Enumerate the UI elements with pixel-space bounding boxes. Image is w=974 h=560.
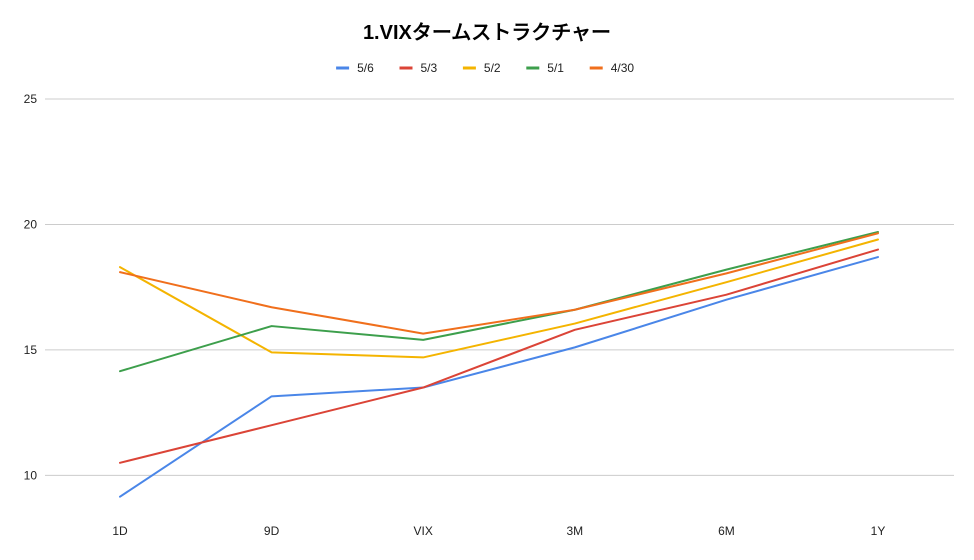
x-tick-label: 3M: [566, 524, 583, 538]
x-tick-label: 6M: [718, 524, 735, 538]
series-line-1: [119, 248, 879, 464]
series-line-0: [119, 256, 879, 498]
series-line-2: [119, 238, 879, 359]
x-axis: 1D 9D VIX 3M 6M 1Y: [112, 524, 885, 538]
legend-item[interactable]: 5/2: [462, 61, 501, 75]
legend-label: 5/6: [357, 61, 374, 75]
legend-label: 5/2: [484, 61, 501, 75]
x-tick-label: VIX: [414, 524, 433, 538]
y-tick-label: 25: [24, 92, 38, 106]
legend: 5/6 5/3 5/2 5/1 4/30: [336, 61, 634, 75]
legend-item[interactable]: 5/6: [336, 61, 374, 75]
series-line-3: [119, 230, 879, 373]
y-tick-label: 15: [24, 343, 38, 357]
legend-item[interactable]: 4/30: [589, 61, 635, 75]
legend-label: 5/3: [421, 61, 438, 75]
gridlines: [45, 98, 954, 476]
chart-title: 1.VIXタームストラクチャー: [363, 21, 611, 44]
y-tick-label: 10: [24, 468, 38, 482]
x-tick-label: 1D: [112, 524, 128, 538]
y-axis: 10 15 20 25: [24, 92, 38, 482]
legend-item[interactable]: 5/3: [399, 61, 438, 75]
series-lines: [119, 230, 879, 498]
series-line-4: [119, 232, 879, 335]
legend-label: 4/30: [611, 61, 635, 75]
legend-label: 5/1: [547, 61, 564, 75]
x-tick-label: 1Y: [871, 524, 886, 538]
x-tick-label: 9D: [264, 524, 280, 538]
y-tick-label: 20: [24, 217, 38, 231]
legend-item[interactable]: 5/1: [526, 61, 564, 75]
